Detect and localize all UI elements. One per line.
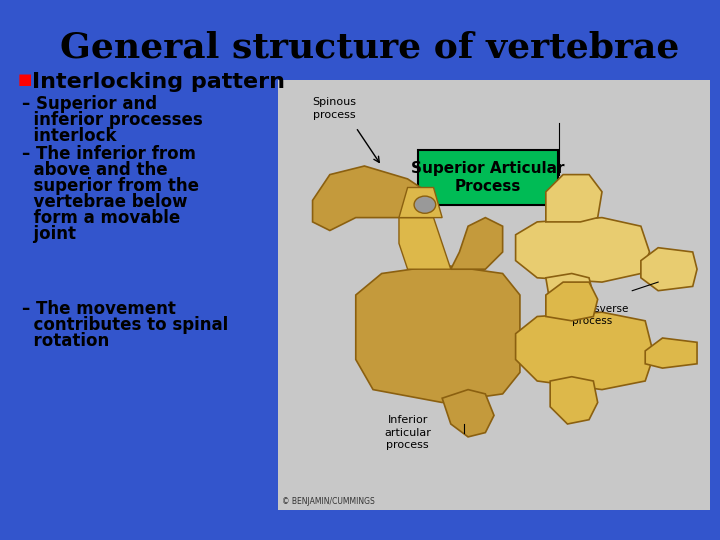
Text: ■: ■ — [18, 72, 32, 87]
Polygon shape — [641, 248, 697, 291]
Text: inferior processes: inferior processes — [22, 111, 203, 129]
Polygon shape — [546, 273, 593, 316]
Polygon shape — [442, 389, 494, 437]
Polygon shape — [546, 282, 598, 321]
Bar — [278, 80, 710, 510]
Polygon shape — [399, 218, 451, 269]
Text: above and the: above and the — [22, 161, 168, 179]
Bar — [418, 150, 558, 205]
Text: – The inferior from: – The inferior from — [22, 145, 196, 163]
Text: Spinous
process: Spinous process — [312, 97, 356, 119]
Text: Transverse
process: Transverse process — [572, 303, 628, 326]
Text: superior from the: superior from the — [22, 177, 199, 195]
Text: interlock: interlock — [22, 127, 117, 145]
Text: Inferior
articular
process: Inferior articular process — [384, 415, 431, 450]
Polygon shape — [451, 218, 503, 269]
Ellipse shape — [414, 196, 436, 213]
Text: rotation: rotation — [22, 332, 109, 350]
Text: Interlocking pattern: Interlocking pattern — [32, 72, 285, 92]
Text: contributes to spinal: contributes to spinal — [22, 316, 228, 334]
Text: joint: joint — [22, 225, 76, 243]
Polygon shape — [516, 312, 654, 389]
Polygon shape — [516, 218, 649, 282]
Text: General structure of vertebrae: General structure of vertebrae — [60, 30, 680, 64]
Text: form a movable: form a movable — [22, 209, 180, 227]
Text: © BENJAMIN/CUMMINGS: © BENJAMIN/CUMMINGS — [282, 497, 375, 505]
Polygon shape — [550, 377, 598, 424]
Text: – The movement: – The movement — [22, 300, 176, 318]
Polygon shape — [399, 187, 442, 218]
Text: vertebrae below: vertebrae below — [22, 193, 187, 211]
Polygon shape — [645, 338, 697, 368]
Polygon shape — [356, 265, 520, 402]
Polygon shape — [312, 166, 433, 231]
Text: Superior Articular
Process: Superior Articular Process — [411, 161, 564, 194]
Polygon shape — [546, 174, 602, 222]
Text: – Superior and: – Superior and — [22, 95, 157, 113]
